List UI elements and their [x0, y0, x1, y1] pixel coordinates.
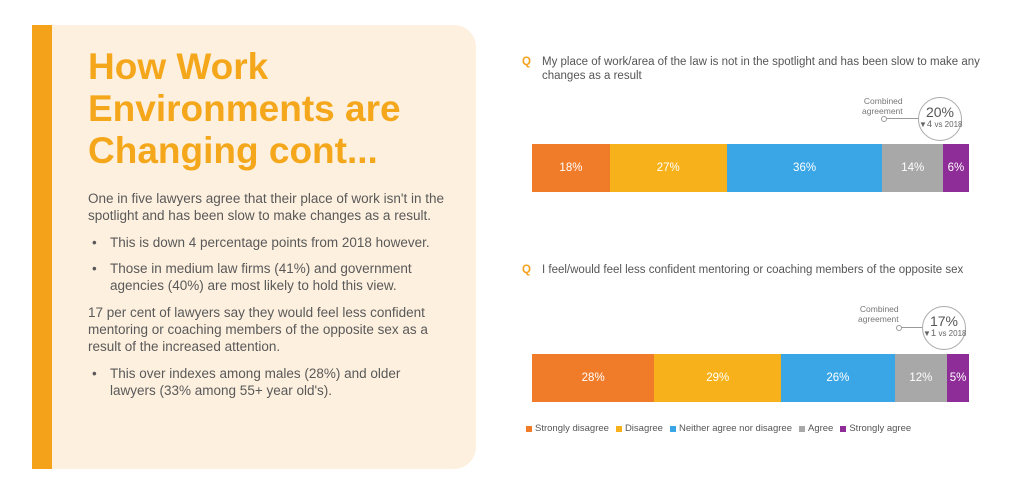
- stacked-bar-1: 18% 27% 36% 14% 6%: [532, 144, 969, 192]
- combined-label-line-2: agreement: [862, 106, 903, 116]
- chart-legend: Strongly disagree Disagree Neither agree n…: [526, 423, 918, 434]
- combined-agreement-label: Combined agreement: [858, 304, 899, 324]
- bar-segment-strongly-disagree: 28%: [532, 354, 655, 402]
- panel-accent-stripe: [32, 25, 52, 469]
- bar-segment-strongly-agree: 5%: [947, 354, 969, 402]
- combined-agreement-badge-2: 17% ▼1 vs 2018: [922, 306, 966, 350]
- segment-value-label: 29%: [706, 372, 730, 384]
- page-title: How Work Environments are Changing cont.…: [88, 46, 468, 172]
- combined-agreement-label: Combined agreement: [862, 96, 903, 116]
- combined-agreement-value: 20%: [925, 104, 955, 120]
- legend-item: Strongly disagree: [526, 423, 609, 434]
- connector-dot: [896, 325, 902, 331]
- legend-item: Strongly agree: [840, 423, 911, 434]
- bar-segment-strongly-agree: 6%: [943, 144, 969, 192]
- down-arrow-icon: ▼: [923, 329, 931, 338]
- combined-label-line-2: agreement: [858, 314, 899, 324]
- combined-label-line-1: Combined: [863, 96, 903, 106]
- question-2: Q I feel/would feel less confident mento…: [522, 263, 992, 277]
- segment-value-label: 36%: [793, 162, 817, 174]
- title-line-2: Environments are: [88, 88, 401, 129]
- bullet-item: Those in medium law firms (41%) and gove…: [88, 260, 448, 294]
- question-marker: Q: [522, 56, 531, 68]
- segment-value-label: 6%: [947, 162, 965, 174]
- legend-item: Neither agree nor disagree: [669, 423, 792, 434]
- down-arrow-icon: ▼: [919, 120, 927, 129]
- change-vs-2018: ▼1 vs 2018: [923, 328, 967, 339]
- legend-label: Disagree: [624, 423, 663, 434]
- segment-value-label: 12%: [909, 372, 933, 384]
- bar-segment-strongly-disagree: 18%: [532, 144, 610, 192]
- bar-segment-neither: 26%: [781, 354, 895, 402]
- bullet-list-1: This is down 4 percentage points from 20…: [88, 234, 448, 294]
- change-value: 1: [930, 328, 937, 339]
- bullet-list-2: This over indexes among males (28%) and …: [88, 365, 448, 399]
- combined-label-line-1: Combined: [859, 304, 899, 314]
- legend-swatch: [798, 425, 805, 432]
- legend-swatch: [615, 425, 622, 432]
- legend-label: Agree: [807, 423, 834, 434]
- legend-label: Neither agree nor disagree: [678, 423, 792, 434]
- question-2-text: I feel/would feel less confident mentori…: [542, 264, 964, 276]
- legend-swatch: [669, 425, 676, 432]
- connector-line: [901, 327, 922, 328]
- question-1: Q My place of work/area of the law is no…: [522, 55, 992, 83]
- bullet-item: This over indexes among males (28%) and …: [88, 365, 448, 399]
- stacked-bar-2: 28% 29% 26% 12% 5%: [532, 354, 969, 402]
- legend-label: Strongly disagree: [535, 423, 609, 434]
- bar-segment-disagree: 29%: [654, 354, 782, 402]
- segment-value-label: 14%: [901, 162, 925, 174]
- question-marker: Q: [522, 264, 531, 276]
- segment-value-label: 28%: [581, 372, 605, 384]
- segment-value-label: 27%: [656, 162, 680, 174]
- segment-value-label: 18%: [559, 162, 583, 174]
- combined-agreement-badge-1: 20% ▼4 vs 2018: [918, 97, 962, 141]
- segment-value-label: 5%: [949, 372, 967, 384]
- bar-segment-agree: 12%: [894, 354, 948, 402]
- change-vs-2018: ▼4 vs 2018: [919, 119, 963, 130]
- paragraph-1: One in five lawyers agree that their pla…: [88, 191, 445, 223]
- connector-line: [886, 118, 918, 119]
- bar-segment-agree: 14%: [882, 144, 943, 192]
- connector-dot: [881, 116, 887, 122]
- change-value: 4: [926, 119, 933, 130]
- title-line-1: How Work: [88, 46, 269, 87]
- legend-label: Strongly agree: [849, 423, 912, 434]
- bar-segment-neither: 36%: [726, 144, 883, 192]
- segment-value-label: 26%: [826, 372, 850, 384]
- legend-swatch: [840, 425, 847, 432]
- combined-agreement-value: 17%: [929, 313, 959, 329]
- title-line-3: Changing cont...: [88, 130, 378, 171]
- bar-segment-disagree: 27%: [609, 144, 727, 192]
- summary-text: One in five lawyers agree that their pla…: [88, 190, 448, 409]
- change-suffix: vs 2018: [932, 120, 963, 129]
- change-suffix: vs 2018: [936, 329, 967, 338]
- legend-swatch: [526, 425, 532, 432]
- paragraph-2: 17 per cent of lawyers say they would fe…: [88, 305, 428, 354]
- legend-item: Disagree: [615, 423, 663, 434]
- question-1-text: My place of work/area of the law is not …: [542, 56, 980, 82]
- legend-item: Agree: [798, 423, 834, 434]
- bullet-item: This is down 4 percentage points from 20…: [88, 234, 448, 251]
